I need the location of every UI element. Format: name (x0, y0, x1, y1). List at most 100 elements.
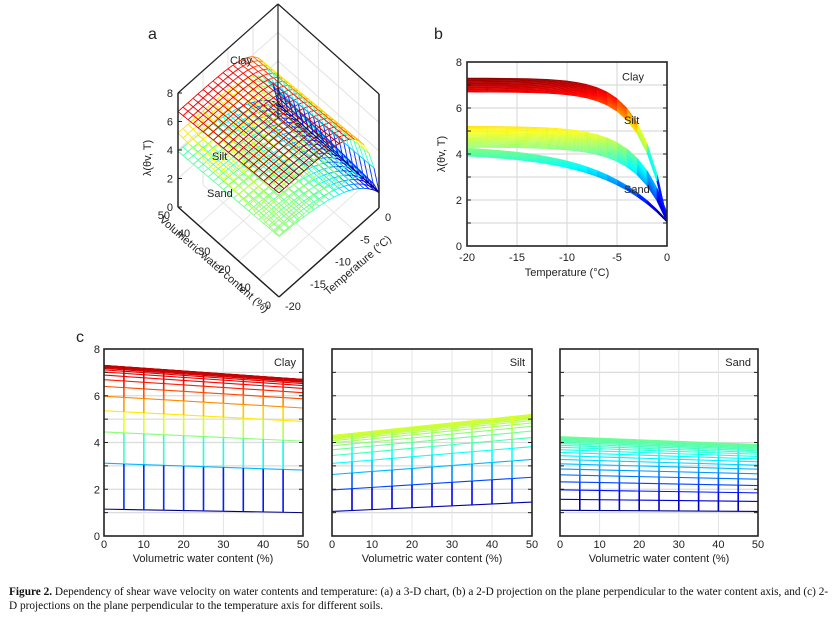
surface-line-silt (248, 147, 254, 154)
surface-line-clay (263, 125, 269, 131)
curve-segment-clay (546, 86, 558, 89)
surface-line-clay (278, 188, 285, 194)
surface-line-clay (268, 167, 275, 173)
curve-segment-silt (626, 161, 638, 171)
surface-line-silt (227, 145, 234, 152)
curve-segment-silt (566, 133, 578, 136)
surface-line-sand (252, 127, 259, 133)
surface-line-silt (237, 87, 244, 93)
surface-line-clay (267, 79, 274, 85)
surface-line-clay (233, 109, 239, 115)
surface-line-silt (348, 166, 355, 173)
surface-line-clay (268, 109, 274, 114)
surface-line-clay (283, 183, 290, 189)
surface-line-silt (308, 151, 314, 156)
surface-line-sand (227, 110, 234, 115)
surface-line-clay (302, 98, 309, 113)
curve-segment-clay (566, 92, 578, 96)
surface-line-sand (278, 232, 285, 237)
surface-line-clay (258, 89, 264, 94)
surface-line-silt (228, 174, 234, 181)
surface-line-silt (308, 172, 315, 178)
surface-line-silt (253, 139, 259, 144)
curve-segment-clay (596, 95, 608, 101)
surface-line-sand (298, 212, 305, 218)
surface-line-silt (258, 181, 264, 187)
surface-line-clay (318, 120, 324, 126)
surface-line-clay (257, 65, 264, 70)
surface-line-silt (223, 174, 229, 180)
surface-line-silt (252, 75, 259, 82)
surface-line-silt (338, 181, 345, 186)
surface-line-clay (238, 147, 244, 153)
surface-line-clay (313, 134, 319, 140)
surface-line-clay (323, 149, 330, 155)
surface-line-clay (233, 143, 239, 149)
surface-line-clay (267, 73, 274, 79)
surface-line-clay (258, 163, 265, 169)
surface-line-clay (278, 154, 285, 160)
curve-segment-silt (546, 141, 558, 144)
surface-line-silt (257, 75, 264, 78)
surface-line-sand (283, 215, 290, 221)
surface-line-silt (247, 119, 254, 126)
surface-line-clay (263, 79, 269, 83)
surface-line-clay (217, 84, 224, 90)
surface-line-silt (268, 122, 274, 128)
surface-line-silt (303, 194, 310, 201)
surface-line-clay (298, 153, 305, 159)
surface-line-clay (292, 89, 299, 95)
surface-line-clay (323, 113, 330, 119)
surface-line-clay (252, 56, 259, 62)
box-edge (177, 3, 279, 94)
surface-line-clay (288, 158, 295, 164)
surface-line-silt (263, 144, 269, 150)
surface-line-clay (192, 97, 199, 103)
surface-line-sand (247, 127, 254, 132)
x-tick-label: 20 (218, 264, 230, 276)
surface-line-clay (313, 130, 320, 135)
surface-line-silt (308, 204, 315, 210)
surface-line-clay (207, 105, 214, 111)
surface-line-sand (278, 156, 284, 162)
surface-line-silt (273, 173, 280, 179)
surface-line-silt (313, 177, 320, 183)
surface-line-silt (228, 170, 234, 176)
annotation-silt-a: Silt (212, 151, 227, 163)
curve-segment-clay (586, 94, 598, 98)
surface-line-sand (278, 163, 284, 169)
surface-line-sand (288, 199, 295, 205)
surface-line-silt (333, 156, 339, 158)
curve-segment-sand (526, 160, 538, 163)
curve-segment-silt (636, 171, 648, 183)
curve-segment-silt (606, 144, 618, 150)
surface-line-sand (258, 143, 264, 148)
surface-line-silt (197, 153, 204, 159)
surface-line-clay (177, 106, 184, 112)
surface-line-sand (197, 142, 204, 148)
surface-line-sand (228, 164, 234, 170)
curve-segment-silt (576, 135, 588, 138)
curve-segment-clay (606, 91, 618, 100)
surface-line-silt (328, 171, 335, 176)
surface-line-clay (263, 93, 269, 98)
surface-line-silt (187, 138, 194, 144)
surface-line-silt (373, 187, 380, 194)
surface-line-silt (217, 97, 224, 104)
surface-line-clay (273, 125, 279, 131)
surface-line-silt (207, 149, 214, 155)
surface-line-sand (313, 154, 319, 160)
surface-line-clay (248, 159, 254, 165)
curve-segment-clay (586, 87, 598, 92)
curve-segment-clay (606, 102, 618, 109)
surface-line-silt (343, 172, 350, 176)
surface-line-clay (268, 86, 274, 91)
surface-line-sand (288, 162, 294, 166)
curve-segment-clay (556, 91, 568, 94)
surface-line-sand (292, 118, 299, 124)
surface-line-silt (243, 128, 249, 134)
panel-c-clay-x-axis-label: Volumetric water content (%) (133, 553, 274, 565)
curve-segment-silt (586, 133, 598, 138)
surface-line-clay (263, 96, 269, 102)
surface-line-silt (192, 148, 199, 154)
